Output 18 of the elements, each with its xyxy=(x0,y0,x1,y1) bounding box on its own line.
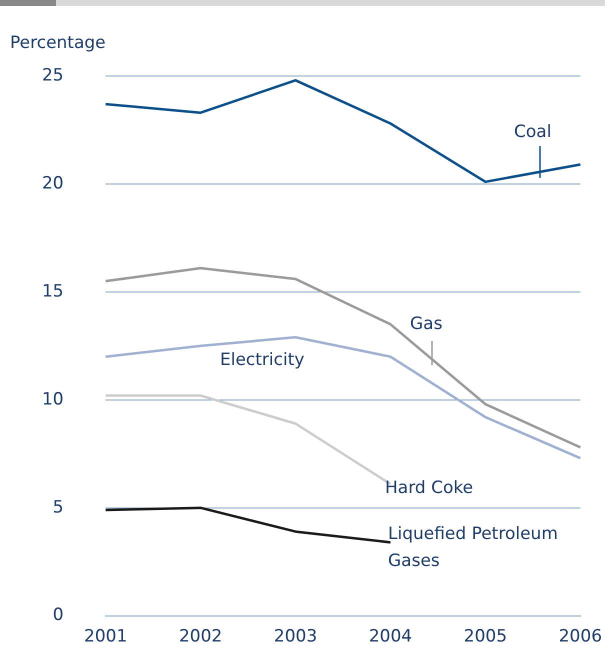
y-tick-label: 5 xyxy=(52,497,64,518)
x-tick-label: 2005 xyxy=(464,626,508,646)
x-tick-label: 2002 xyxy=(178,626,222,646)
x-tick-label: 2001 xyxy=(84,626,128,646)
y-tick-label: 0 xyxy=(52,605,64,626)
y-tick-label: 20 xyxy=(42,173,64,194)
series-label: Coal xyxy=(514,122,552,142)
y-tick-label: 10 xyxy=(42,389,64,410)
series-label: Gas xyxy=(410,314,443,334)
x-tick-label: 2004 xyxy=(368,626,412,646)
series-label: Hard Coke xyxy=(385,478,474,498)
x-tick-label: 2003 xyxy=(274,626,318,646)
series-label: Electricity xyxy=(220,350,304,370)
y-tick-label: 25 xyxy=(42,65,64,86)
y-axis-title: Percentage xyxy=(10,33,106,53)
y-tick-label: 15 xyxy=(42,281,64,302)
series-label: Liquefied Petroleum Gases xyxy=(388,524,558,571)
x-tick-label: 2006 xyxy=(558,626,602,646)
